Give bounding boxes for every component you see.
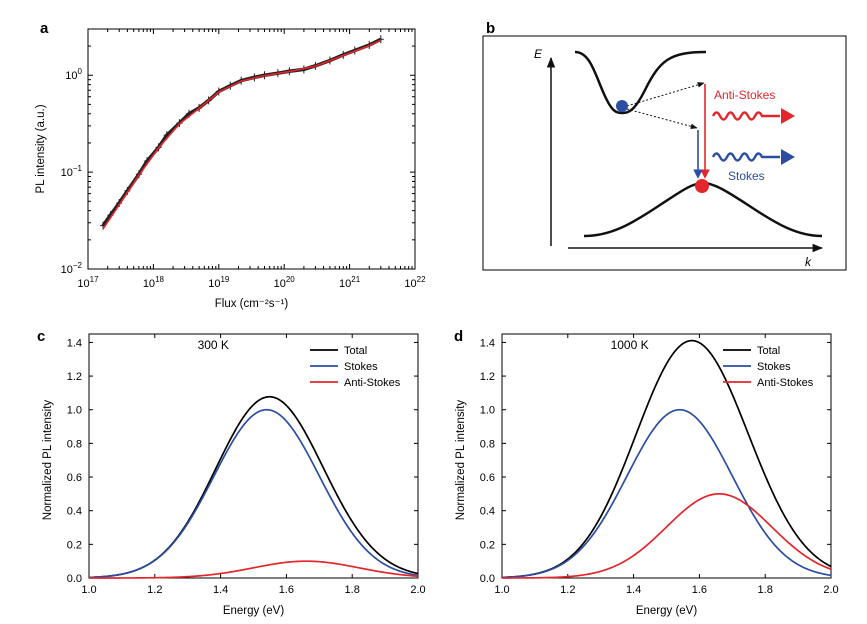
c-y-axis-label: Normalized PL intensity: [42, 400, 54, 521]
d-y-tick-label: 0.4: [480, 506, 495, 518]
c-x-axis-label: Energy (eV): [223, 605, 285, 617]
d-series-anti-stokes: [502, 493, 832, 579]
d-legend-label: Stokes: [757, 361, 791, 373]
data-point: [377, 35, 384, 44]
y-tick-label: 10−1: [61, 164, 83, 179]
scatter-arrow-lower: [626, 108, 698, 130]
x-tick-label: 1021: [339, 275, 361, 290]
electron-dot: [616, 100, 628, 112]
d-y-tick-label: 1.0: [480, 405, 495, 417]
y-axis-label: PL intensity (a.u.): [35, 104, 47, 193]
d-y-tick-label: 0.2: [480, 539, 495, 551]
c-x-tick-label: 1.2: [147, 584, 162, 596]
x-tick-label: 1018: [143, 275, 165, 290]
stokes-photon-arrowhead: [781, 149, 795, 165]
c-y-tick-label: 1.4: [67, 337, 82, 349]
d-x-axis-label: Energy (eV): [636, 605, 698, 617]
c-plot-frame: [88, 333, 419, 579]
c-series-anti-stokes: [89, 560, 419, 579]
x-tick-label: 1020: [274, 275, 296, 290]
panel-label-c: c: [37, 328, 46, 345]
c-x-tick-label: 1.8: [345, 584, 360, 596]
stokes-label: Stokes: [728, 169, 765, 183]
c-y-tick-label: 1.2: [67, 371, 82, 383]
panel-label-d: d: [454, 328, 464, 345]
panel-label-b: b: [486, 20, 496, 37]
momentum-axis-label: k: [805, 255, 812, 269]
x-tick-label: 1022: [404, 275, 426, 290]
d-y-tick-label: 0.0: [480, 573, 495, 585]
plot-frame: [87, 28, 416, 270]
d-series-stokes: [501, 408, 832, 579]
c-y-tick-label: 0.6: [67, 472, 82, 484]
c-y-tick-label: 0.4: [67, 506, 82, 518]
d-x-tick-label: 2.0: [823, 584, 838, 596]
d-legend-label: Anti-Stokes: [757, 377, 814, 389]
d-legend-label: Total: [757, 345, 780, 357]
c-x-tick-label: 1.4: [213, 584, 228, 596]
d-x-tick-label: 1.2: [560, 584, 575, 596]
d-y-axis-label: Normalized PL intensity: [455, 400, 467, 521]
anti-stokes-label: Anti-Stokes: [714, 88, 775, 102]
c-legend-label: Stokes: [344, 361, 378, 373]
c-y-tick-label: 0.8: [67, 438, 82, 450]
panel-label-a: a: [40, 20, 49, 37]
energy-axis-label: E: [534, 47, 543, 61]
d-y-tick-label: 0.8: [480, 438, 495, 450]
c-y-tick-label: 1.0: [67, 405, 82, 417]
fit-line: [102, 39, 382, 230]
c-legend-label: Anti-Stokes: [344, 377, 401, 389]
d-y-tick-label: 1.2: [480, 371, 495, 383]
y-tick-label: 10−2: [61, 261, 83, 276]
y-tick-label: 100: [65, 67, 82, 82]
c-temperature-annotation: 300 K: [198, 338, 229, 352]
anti-stokes-photon-wave: [711, 111, 780, 121]
c-x-tick-label: 1.6: [279, 584, 294, 596]
conduction-band-curve: [574, 50, 707, 115]
x-axis-label: Flux (cm⁻²s⁻¹): [215, 298, 289, 310]
d-x-tick-label: 1.4: [626, 584, 641, 596]
d-x-tick-label: 1.8: [758, 584, 773, 596]
d-plot-frame: [501, 333, 832, 579]
x-tick-label: 1017: [77, 275, 99, 290]
d-y-tick-label: 1.4: [480, 337, 495, 349]
stokes-photon-wave: [711, 152, 780, 162]
d-y-tick-label: 0.6: [480, 472, 495, 484]
scatter-arrow-upper: [626, 82, 705, 107]
hole-dot: [695, 179, 709, 193]
d-temperature-annotation: 1000 K: [611, 338, 649, 352]
d-x-tick-label: 1.0: [494, 584, 509, 596]
diagram-frame: [482, 35, 847, 271]
c-y-tick-label: 0.2: [67, 539, 82, 551]
c-legend-label: Total: [344, 345, 367, 357]
x-tick-label: 1019: [208, 275, 230, 290]
d-x-tick-label: 1.6: [692, 584, 707, 596]
c-series-stokes: [88, 408, 419, 579]
c-x-tick-label: 2.0: [410, 584, 425, 596]
c-y-tick-label: 0.0: [67, 573, 82, 585]
c-x-tick-label: 1.0: [81, 584, 96, 596]
anti-stokes-photon-arrowhead: [781, 108, 795, 124]
